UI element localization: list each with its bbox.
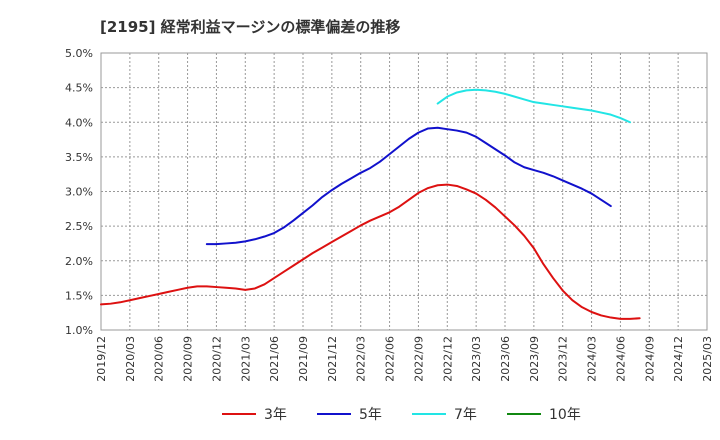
x-tick-label: 2023/06: [499, 336, 512, 382]
x-tick-label: 2024/12: [672, 336, 685, 382]
y-axis-ticks: 5.0% 4.5% 4.0% 3.5% 3.0% 2.5% 2.0% 1.5% 1.0%: [65, 47, 93, 337]
legend-item: 5年: [317, 407, 382, 423]
series-lines: [100, 88, 641, 320]
x-tick-label: 2021/12: [326, 336, 339, 382]
x-tick-label: 2022/09: [412, 336, 425, 382]
x-tick-label: 2023/03: [470, 336, 483, 382]
x-tick-label: 2024/06: [614, 336, 627, 382]
series-line-3年: [100, 183, 641, 320]
y-tick-label: 4.0%: [65, 116, 93, 129]
y-tick-label: 3.5%: [65, 151, 93, 164]
y-tick-label: 1.0%: [65, 324, 93, 337]
plot-area: [100, 52, 708, 331]
y-tick-label: 4.5%: [65, 82, 93, 95]
x-tick-label: 2021/03: [239, 336, 252, 382]
chart-title: [2195] 経常利益マージンの標準偏差の推移: [100, 18, 400, 36]
x-tick-label: 2020/03: [124, 336, 137, 382]
legend: 3年 5年 7年 10年: [222, 407, 581, 423]
legend-label: 5年: [359, 407, 382, 423]
x-tick-label: 2020/06: [153, 336, 166, 382]
y-tick-label: 1.5%: [65, 289, 93, 302]
legend-item: 3年: [222, 407, 287, 423]
y-tick-label: 5.0%: [65, 47, 93, 60]
series-line-5年: [205, 126, 612, 246]
legend-item: 10年: [507, 407, 581, 423]
x-tick-label: 2023/09: [528, 336, 541, 382]
x-axis-ticks: 2019/12 2020/03 2020/06 2020/09 2020/12 2021/…: [95, 336, 714, 382]
x-tick-label: 2020/12: [210, 336, 223, 382]
legend-label: 7年: [454, 407, 477, 423]
x-tick-label: 2024/03: [586, 336, 599, 382]
legend-label: 3年: [264, 407, 287, 423]
plot-frame: [100, 52, 708, 331]
x-tick-label: 2022/03: [355, 336, 368, 382]
y-tick-label: 2.0%: [65, 255, 93, 268]
x-tick-label: 2023/12: [557, 336, 570, 382]
legend-label: 10年: [549, 407, 581, 423]
x-tick-label: 2020/09: [182, 336, 195, 382]
series-line-7年: [436, 88, 632, 124]
legend-item: 7年: [412, 407, 477, 423]
grid: [100, 52, 708, 331]
x-tick-label: 2021/09: [297, 336, 310, 382]
y-tick-label: 3.0%: [65, 186, 93, 199]
x-tick-label: 2021/06: [268, 336, 281, 382]
x-tick-label: 2022/12: [441, 336, 454, 382]
y-tick-label: 2.5%: [65, 220, 93, 233]
x-tick-label: 2019/12: [95, 336, 108, 382]
x-tick-label: 2025/03: [701, 336, 714, 382]
x-tick-label: 2022/06: [384, 336, 397, 382]
x-tick-label: 2024/09: [643, 336, 656, 382]
